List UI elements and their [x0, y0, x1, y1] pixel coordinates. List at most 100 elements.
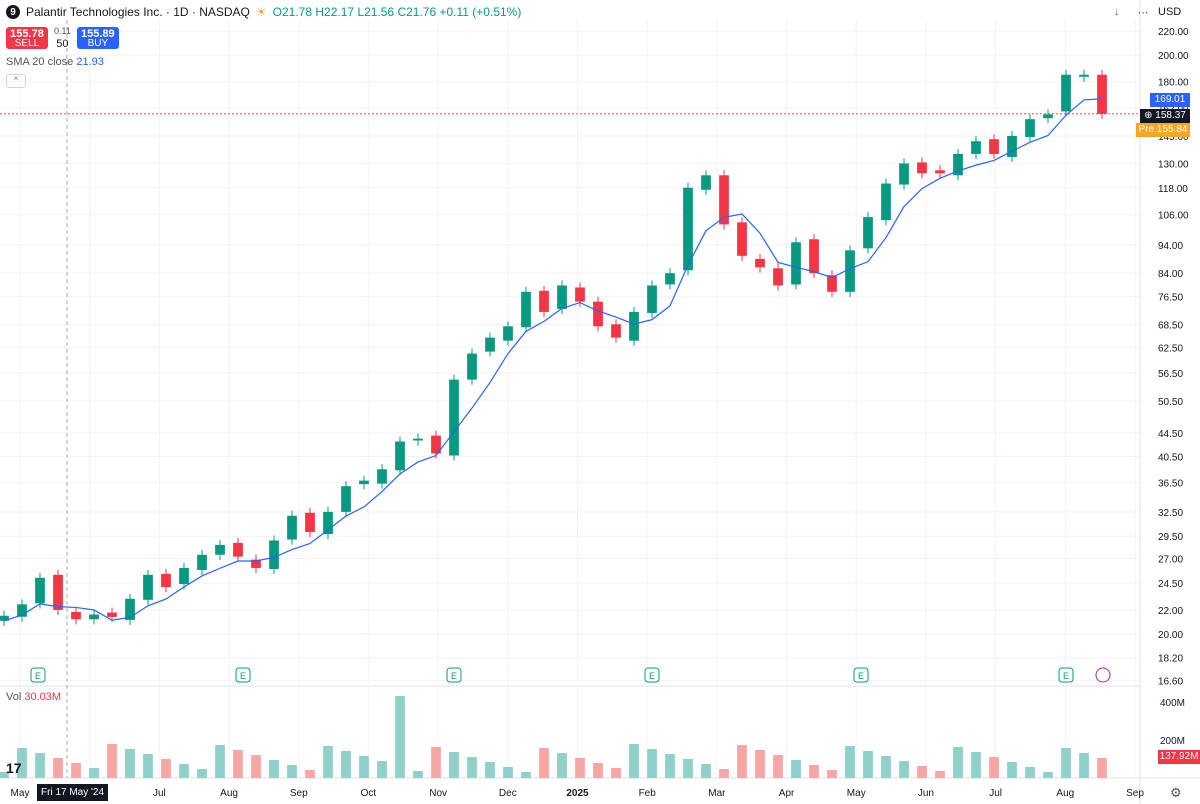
volume-bar	[467, 757, 477, 778]
candle-body	[647, 285, 657, 313]
candle	[215, 539, 225, 560]
x-tick-label: Aug	[1056, 788, 1074, 799]
earnings-marker-label: E	[649, 671, 655, 681]
candle-body	[467, 353, 477, 380]
symbol-title[interactable]: Palantir Technologies Inc. · 1D · NASDAQ	[26, 5, 250, 19]
candle-body	[665, 273, 675, 285]
volume-bar	[233, 750, 243, 778]
volume-bar	[701, 764, 711, 778]
volume-bar	[971, 752, 981, 778]
volume-bar	[305, 770, 315, 778]
candle-body	[701, 175, 711, 190]
candle	[377, 464, 387, 489]
y-tick-label: 145.00	[1158, 132, 1189, 143]
currency-label[interactable]: USD	[1158, 6, 1182, 18]
y-tick-label: 130.00	[1158, 159, 1189, 170]
quantity-field[interactable]: 0.11 50	[54, 26, 71, 50]
candle	[863, 212, 873, 254]
candle-body	[1025, 119, 1035, 137]
candle	[593, 296, 603, 332]
tradingview-logo[interactable]: 17	[6, 760, 22, 776]
candle-body	[719, 175, 729, 225]
volume-bar	[0, 772, 9, 778]
candle-body	[737, 222, 747, 256]
candle	[125, 593, 135, 626]
candle-body	[431, 435, 441, 454]
earnings-marker-label: E	[858, 671, 864, 681]
candle-body	[863, 217, 873, 249]
y-tick-label: 18.20	[1158, 654, 1183, 665]
volume-bar	[89, 768, 99, 778]
y-tick-label: 40.50	[1158, 453, 1183, 464]
candle-body	[557, 285, 567, 309]
plus-circle-icon[interactable]: ⊕	[1144, 110, 1153, 121]
candle-body	[179, 567, 189, 585]
x-tick-label: 2025	[566, 788, 589, 799]
candle-body	[611, 324, 621, 338]
gear-icon[interactable]: ⚙	[1170, 785, 1182, 800]
candle-body	[683, 187, 693, 271]
earnings-marker	[1058, 667, 1074, 683]
earnings-marker	[30, 667, 46, 683]
sma-line	[3, 98, 1103, 622]
buy-button[interactable]: 155.89 BUY	[76, 27, 119, 49]
candle	[413, 433, 423, 446]
candle	[323, 506, 333, 540]
collapse-legend-button[interactable]: ^	[6, 74, 26, 88]
y-tick-label: 24.50	[1158, 579, 1183, 590]
earnings-marker	[853, 667, 869, 683]
y-tick-label: 44.50	[1158, 429, 1183, 440]
candle-body	[359, 480, 369, 485]
x-tick-label: Jul	[989, 788, 1002, 799]
volume-legend[interactable]: Vol 30.03M	[6, 691, 61, 703]
volume-bar	[557, 753, 567, 778]
candle	[917, 157, 927, 179]
candle	[485, 332, 495, 357]
earnings-marker-label: E	[35, 671, 41, 681]
candle	[647, 280, 657, 319]
volume-bar	[575, 758, 585, 778]
candle	[971, 136, 981, 160]
x-tick-label: Jun	[918, 788, 934, 799]
sma-legend[interactable]: SMA 20 close 21.93	[6, 56, 104, 68]
candle	[953, 148, 963, 181]
earnings-marker-label: E	[451, 671, 457, 681]
x-tick-label: Nov	[429, 788, 447, 799]
volume-bar	[35, 753, 45, 778]
candle-body	[989, 139, 999, 154]
volume-bar	[53, 758, 63, 778]
last-price-value: 158.37	[1155, 110, 1186, 121]
y-tick-label: 27.00	[1158, 554, 1183, 565]
candle-body	[593, 301, 603, 327]
candle-body	[935, 170, 945, 174]
volume-bar	[773, 755, 783, 778]
volume-bar	[1097, 758, 1107, 778]
y-tick-label: 62.50	[1158, 344, 1183, 355]
dividend-lightning-icon	[1095, 667, 1111, 683]
volume-bar	[431, 747, 441, 778]
volume-bar	[341, 751, 351, 778]
candle-body	[809, 239, 819, 274]
volume-price-label: 137.92M	[1158, 750, 1200, 764]
candle	[17, 599, 27, 622]
candle	[989, 134, 999, 160]
candle	[1061, 69, 1071, 117]
y-tick-label: 56.50	[1158, 369, 1183, 380]
candle-body	[287, 515, 297, 540]
open-value: O21.78	[272, 5, 313, 19]
sell-button[interactable]: 155.78 SELL	[6, 27, 48, 49]
palantir-logo: 9	[6, 5, 20, 19]
candle-body	[53, 574, 63, 610]
volume-bar	[215, 745, 225, 778]
candle-body	[341, 486, 351, 512]
candle	[1079, 69, 1089, 82]
candle	[395, 436, 405, 476]
candle-body	[233, 542, 243, 557]
volume-bar	[107, 744, 117, 778]
more-icon[interactable]: ⋯	[1137, 7, 1149, 19]
candle	[791, 237, 801, 290]
arrow-down-icon[interactable]: ↓	[1114, 6, 1120, 18]
candle-body	[971, 141, 981, 154]
x-tick-label: Mar	[708, 788, 726, 799]
